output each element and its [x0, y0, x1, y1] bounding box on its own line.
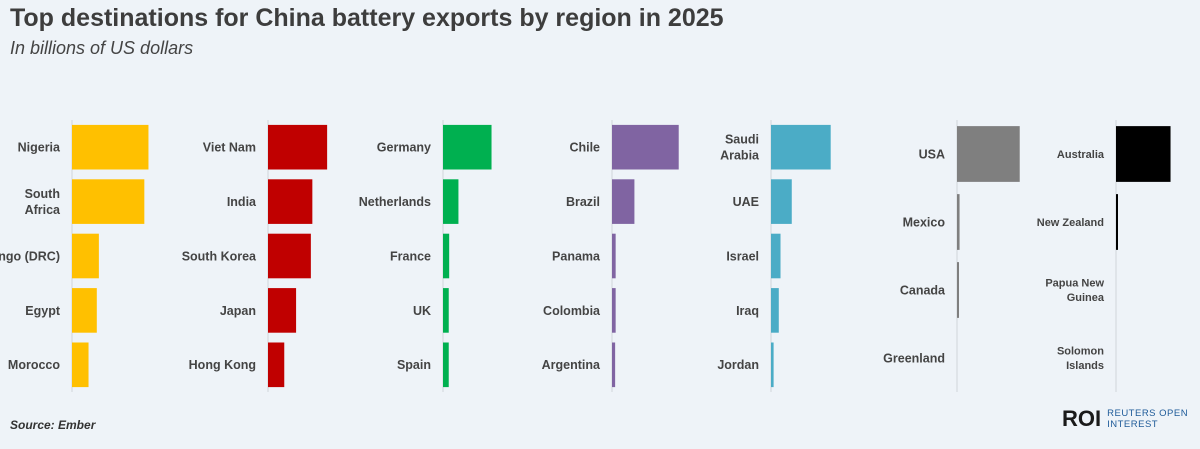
category-label: India	[227, 195, 257, 209]
category-label: USA	[919, 147, 945, 161]
bar	[612, 342, 616, 388]
bar	[443, 179, 459, 224]
chart-title: Top destinations for China battery expor…	[10, 4, 724, 32]
category-label: Nigeria	[18, 141, 61, 155]
bar	[268, 124, 328, 170]
category-label: Hong Kong	[189, 358, 256, 372]
bar	[612, 233, 616, 279]
category-label: Solomon Islands	[1057, 346, 1104, 373]
bar	[443, 124, 492, 170]
category-label: South Africa	[25, 187, 61, 217]
category-label: Colombia	[543, 304, 601, 318]
category-label: Israel	[726, 249, 759, 263]
bar	[443, 233, 450, 279]
bar	[1116, 194, 1118, 250]
category-label: Greenland	[883, 351, 945, 365]
category-label: Iraq	[736, 304, 759, 318]
roi-logo-line2: INTEREST	[1107, 419, 1159, 430]
category-label: UAE	[733, 195, 759, 209]
category-label: Papua New Guinea	[1045, 278, 1105, 305]
bar	[72, 288, 97, 333]
category-label: Spain	[397, 358, 431, 372]
category-label: Chile	[569, 141, 600, 155]
panel-north-america: USA Mexico Canada Greenland	[883, 120, 1020, 392]
bar	[72, 124, 149, 170]
bar	[957, 126, 1020, 182]
roi-logo-line1: REUTERS OPEN	[1107, 408, 1189, 419]
chart-subtitle: In billions of US dollars	[10, 38, 194, 58]
category-label: Netherlands	[359, 195, 431, 209]
category-label: UK	[413, 304, 431, 318]
category-label: Canada	[900, 283, 946, 297]
bar	[771, 233, 781, 279]
panel-europe: Germany Netherlands France UK Spain	[359, 120, 492, 392]
bar	[771, 342, 774, 388]
bar	[72, 342, 89, 388]
category-label: New Zealand	[1037, 217, 1104, 229]
bar	[268, 233, 311, 279]
bar	[771, 288, 779, 333]
category-label: Japan	[220, 304, 256, 318]
bar	[72, 233, 99, 279]
bar	[957, 262, 959, 318]
category-label: Australia	[1057, 149, 1105, 161]
bar	[1116, 126, 1171, 182]
roi-logo-text: REUTERS OPEN INTEREST	[1107, 408, 1188, 430]
category-label: Morocco	[8, 358, 60, 372]
bar	[72, 179, 145, 224]
category-label: Viet Nam	[203, 141, 256, 155]
panel-latin-america: Chile Brazil Panama Colombia Argentina	[542, 120, 679, 392]
category-label: Jordan	[717, 358, 759, 372]
category-label: Argentina	[542, 358, 601, 372]
bar	[612, 124, 679, 170]
category-label: Panama	[552, 249, 601, 263]
roi-logo: ROI REUTERS OPEN INTEREST	[1062, 406, 1188, 432]
bar	[957, 194, 960, 250]
category-label: Germany	[377, 141, 431, 155]
source-note: Source: Ember	[10, 418, 96, 432]
bar	[268, 288, 297, 333]
category-label: Brazil	[566, 195, 600, 209]
bar	[771, 179, 792, 224]
bar	[771, 124, 831, 170]
bar	[443, 342, 449, 388]
panel-middle-east: Saudi Arabia UAE Israel Iraq Jordan	[717, 120, 831, 392]
category-label: Egypt	[25, 304, 61, 318]
bar	[268, 342, 285, 388]
category-label: France	[390, 249, 431, 263]
category-label: South Korea	[182, 249, 257, 263]
bar	[612, 288, 616, 333]
category-label: Congo (DRC)	[0, 249, 60, 263]
bar	[612, 179, 635, 224]
bar	[443, 288, 449, 333]
panel-asia: Viet Nam India South Korea Japan Hong Kong	[182, 120, 328, 392]
category-label: Mexico	[903, 215, 946, 229]
bar	[268, 179, 313, 224]
roi-logo-mark: ROI	[1062, 406, 1102, 431]
panel-oceania: Australia New Zealand Papua New Guinea Solom…	[1037, 120, 1171, 392]
category-label: Saudi Arabia	[720, 133, 760, 163]
